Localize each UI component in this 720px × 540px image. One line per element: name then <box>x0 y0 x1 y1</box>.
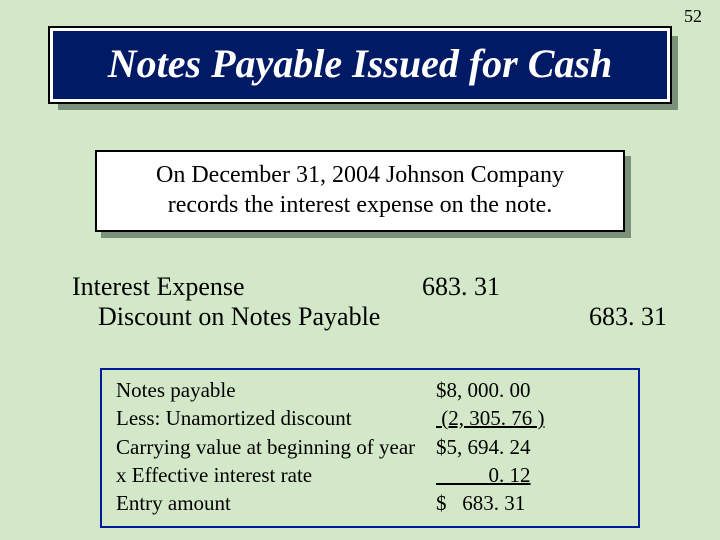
calculation-box: Notes payable $8, 000. 00 Less: Unamorti… <box>100 368 640 528</box>
calc-row: Carrying value at beginning of year $5, … <box>116 433 624 461</box>
calc-label: Entry amount <box>116 489 436 517</box>
journal-debit-account: Interest Expense <box>72 272 422 302</box>
calc-row: Less: Unamortized discount (2, 305. 76 ) <box>116 404 624 432</box>
calc-label: Carrying value at beginning of year <box>116 433 436 461</box>
calc-value: 0. 12 <box>436 461 624 489</box>
calc-value: $5, 694. 24 <box>436 433 624 461</box>
calc-label: x Effective interest rate <box>116 461 436 489</box>
calculation-container: Notes payable $8, 000. 00 Less: Unamorti… <box>100 368 640 528</box>
calc-row: Notes payable $8, 000. 00 <box>116 376 624 404</box>
journal-credit-row: Discount on Notes Payable 683. 31 <box>72 302 667 332</box>
journal-debit-blank <box>422 302 532 332</box>
journal-debit-row: Interest Expense 683. 31 <box>72 272 667 302</box>
page-number: 52 <box>684 6 702 27</box>
journal-credit-blank <box>532 272 667 302</box>
calc-row: Entry amount $ 683. 31 <box>116 489 624 517</box>
calc-value: (2, 305. 76 ) <box>436 404 624 432</box>
journal-credit-amount: 683. 31 <box>532 302 667 332</box>
title-container: Notes Payable Issued for Cash <box>50 28 670 102</box>
calc-row: x Effective interest rate 0. 12 <box>116 461 624 489</box>
journal-entry: Interest Expense 683. 31 Discount on Not… <box>72 272 667 332</box>
journal-debit-amount: 683. 31 <box>422 272 532 302</box>
journal-credit-account: Discount on Notes Payable <box>72 302 422 332</box>
calc-label: Less: Unamortized discount <box>116 404 436 432</box>
description-line-1: On December 31, 2004 Johnson Company <box>115 160 605 190</box>
slide-title: Notes Payable Issued for Cash <box>50 28 670 102</box>
calc-label: Notes payable <box>116 376 436 404</box>
calc-value: $ 683. 31 <box>436 489 624 517</box>
description-container: On December 31, 2004 Johnson Company rec… <box>95 150 625 232</box>
description-box: On December 31, 2004 Johnson Company rec… <box>95 150 625 232</box>
calc-value: $8, 000. 00 <box>436 376 624 404</box>
description-line-2: records the interest expense on the note… <box>115 190 605 220</box>
